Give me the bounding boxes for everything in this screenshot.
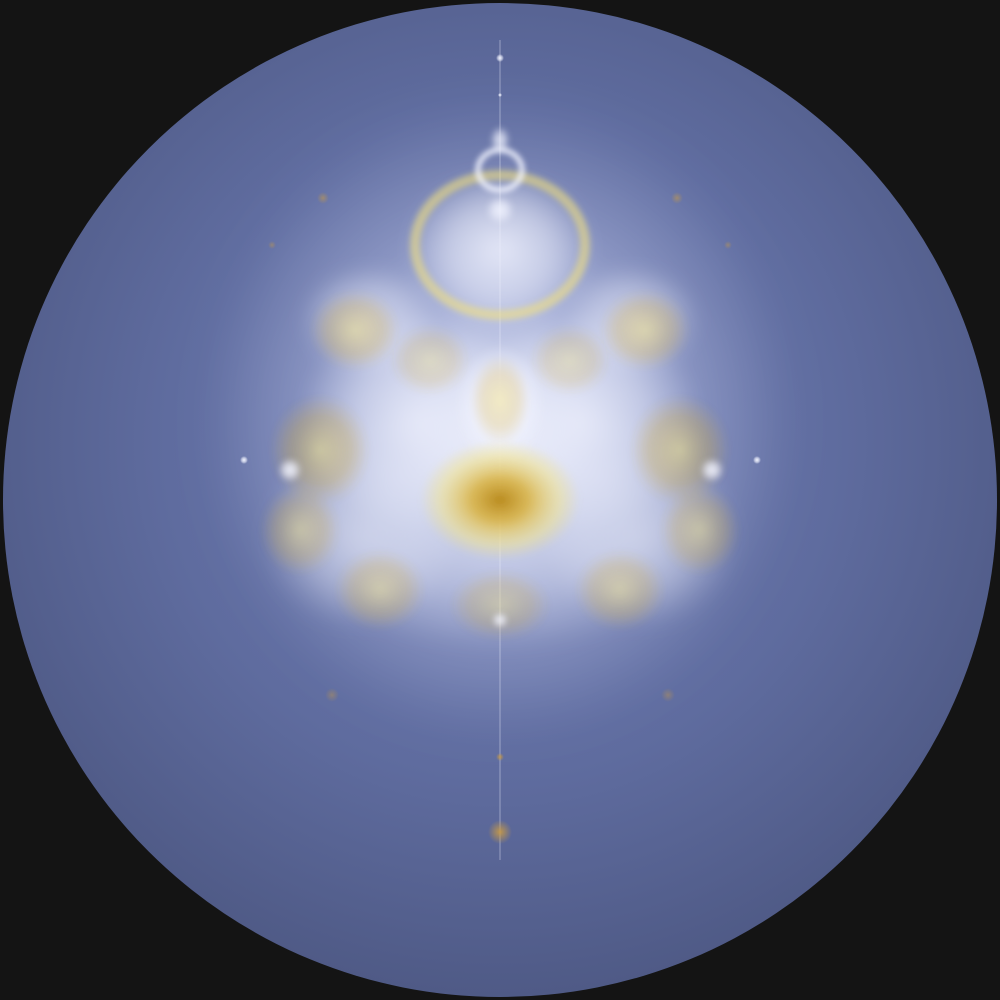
central-column (455, 126, 545, 465)
yellow-filigree (260, 170, 740, 640)
golden-core (420, 440, 580, 560)
spark-points (240, 54, 761, 628)
amber-nodes (268, 192, 732, 844)
